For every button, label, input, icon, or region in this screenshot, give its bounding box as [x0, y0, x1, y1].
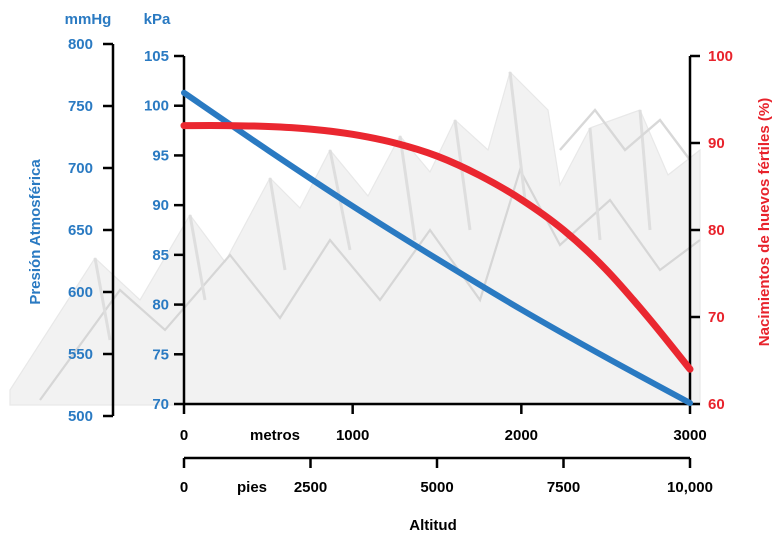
feet-tick-label: 2500 [294, 479, 327, 496]
hatch-tick-label: 80 [708, 222, 725, 239]
feet-unit-label: pies [237, 479, 267, 496]
mmhg-tick-label: 750 [68, 98, 93, 115]
feet-tick-label: 0 [180, 479, 188, 496]
meters-tick-label: 1000 [336, 427, 369, 444]
right-axis-title: Nacimientos de huevos fértiles (%) [756, 98, 773, 346]
meters-unit-label: metros [250, 427, 300, 444]
mmhg-tick-label: 650 [68, 222, 93, 239]
mmhg-ticks: 500 550 600 650 700 750 800 [68, 36, 113, 425]
kpa-tick-label: 80 [152, 297, 169, 314]
feet-tick-label: 5000 [420, 479, 453, 496]
mmhg-tick-label: 550 [68, 346, 93, 363]
left-axis-title: Presión Atmosférica [27, 159, 44, 305]
hatch-tick-label: 60 [708, 396, 725, 413]
kpa-unit-label: kPa [144, 11, 171, 28]
kpa-tick-label: 95 [152, 147, 169, 164]
mmhg-tick-label: 500 [68, 408, 93, 425]
x-axis-title: Altitud [409, 517, 456, 534]
series-line-pressure [181, 89, 693, 407]
feet-tick-label: 7500 [547, 479, 580, 496]
meters-ticks: 0 1000 2000 3000 [180, 404, 707, 444]
kpa-tick-label: 70 [152, 396, 169, 413]
kpa-tick-label: 90 [152, 197, 169, 214]
mmhg-unit-label: mmHg [65, 11, 112, 28]
series-line-hatch [180, 122, 694, 373]
hatch-tick-label: 90 [708, 135, 725, 152]
mmhg-tick-label: 700 [68, 160, 93, 177]
meters-tick-label: 0 [180, 427, 188, 444]
feet-tick-label: 10,000 [667, 479, 713, 496]
feet-ticks: 0 2500 5000 7500 10,000 [180, 458, 713, 496]
hatch-ticks: 60 70 80 90 100 [690, 48, 733, 413]
meters-tick-label: 2000 [505, 427, 538, 444]
kpa-tick-label: 100 [144, 98, 169, 115]
hatch-tick-label: 70 [708, 309, 725, 326]
kpa-tick-label: 105 [144, 48, 169, 65]
mmhg-tick-label: 800 [68, 36, 93, 53]
kpa-tick-label: 85 [152, 247, 169, 264]
mmhg-tick-label: 600 [68, 284, 93, 301]
kpa-ticks: 70 75 80 85 90 95 100 105 [144, 48, 184, 413]
meters-tick-label: 3000 [673, 427, 706, 444]
kpa-tick-label: 75 [152, 346, 169, 363]
hatch-tick-label: 100 [708, 48, 733, 65]
